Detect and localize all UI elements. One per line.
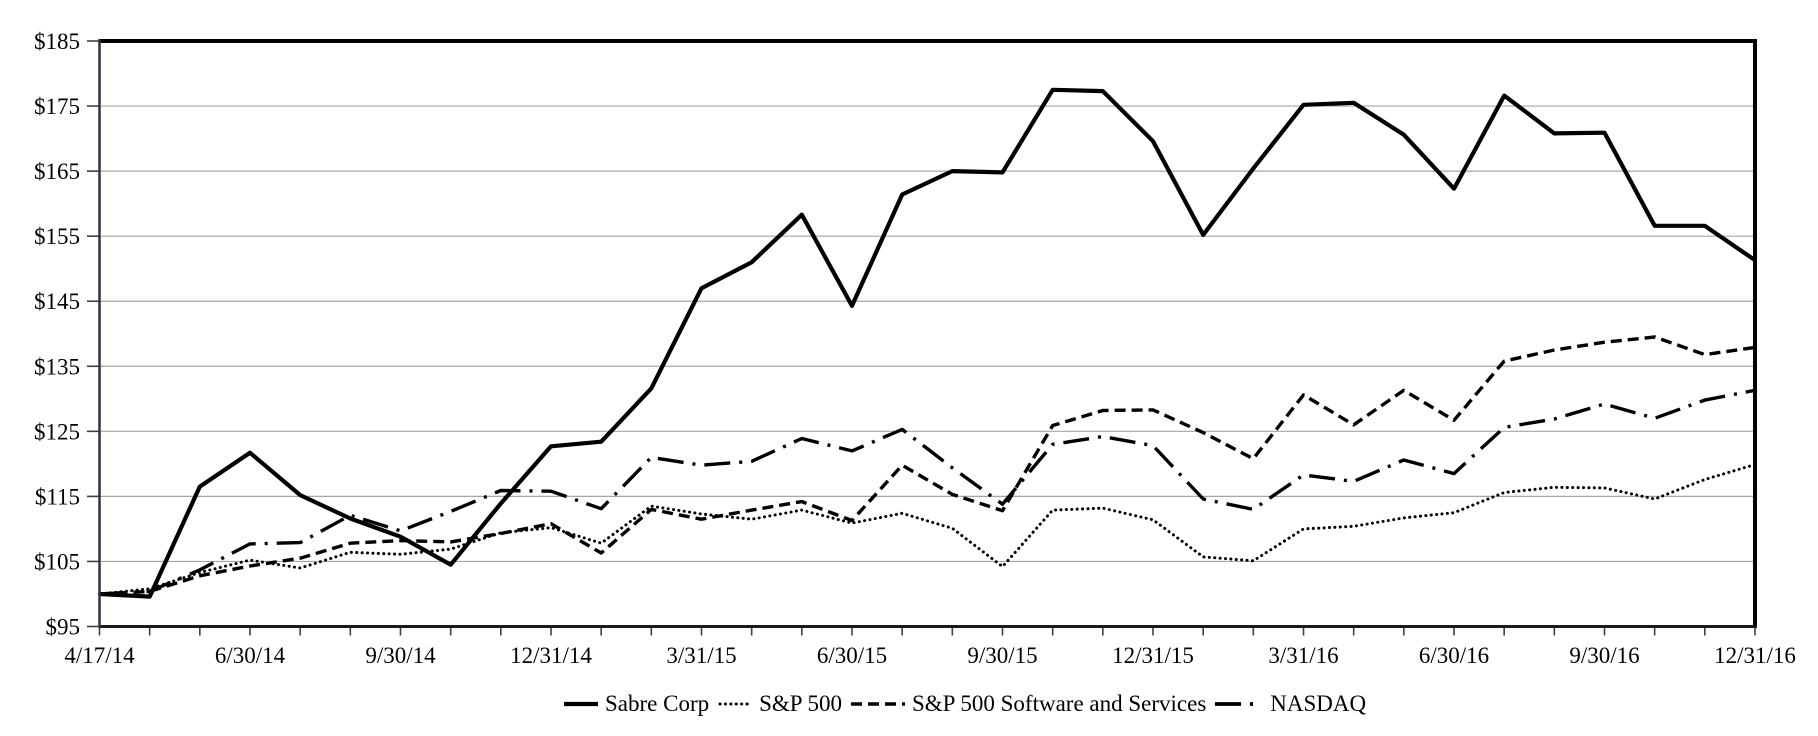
legend-item-nasdaq: NASDAQ xyxy=(1214,689,1374,719)
series-line-s-p-500 xyxy=(98,463,1757,596)
y-axis-label-165: $165 xyxy=(34,159,80,184)
y-axis-label-125: $125 xyxy=(34,419,80,444)
x-axis-label-9/30/16: 9/30/16 xyxy=(1569,643,1639,668)
y-axis-label-155: $155 xyxy=(34,224,80,249)
series-line-sabre-corp xyxy=(99,87,1757,599)
x-axis-label-3/31/15: 3/31/15 xyxy=(666,643,736,668)
y-axis-label-175: $175 xyxy=(34,94,80,119)
y-axis-label-115: $115 xyxy=(35,484,80,509)
x-axis-label-12/31/16: 12/31/16 xyxy=(1714,643,1796,668)
y-axis-label-185: $185 xyxy=(34,29,80,54)
x-axis-label-9/30/15: 9/30/15 xyxy=(967,643,1037,668)
legend-item-sp500-software-services: S&P 500 Software and Services xyxy=(850,689,1214,719)
x-axis-label-3/31/16: 3/31/16 xyxy=(1268,643,1338,668)
y-axis-label-145: $145 xyxy=(34,289,80,314)
chart-legend: Sabre Corp S&P 500 S&P 500 Software and … xyxy=(563,689,1374,719)
series-line-nasdaq xyxy=(99,388,1756,596)
x-axis-label-6/30/14: 6/30/14 xyxy=(215,643,286,668)
legend-item-sp500: S&P 500 xyxy=(717,689,850,719)
y-axis-label-135: $135 xyxy=(34,354,80,379)
x-axis-label-12/31/15: 12/31/15 xyxy=(1112,643,1194,668)
x-axis-label-4/17/14: 4/17/14 xyxy=(64,643,135,668)
legend-label-nasdaq: NASDAQ xyxy=(1270,691,1367,716)
legend-line-sample-dashdot xyxy=(1215,702,1258,706)
x-axis-label-6/30/15: 6/30/15 xyxy=(817,643,887,668)
legend-item-sabre-corp: Sabre Corp xyxy=(563,689,717,719)
series-line-s-p-500-software-and-services xyxy=(99,335,1756,596)
legend-line-sample-dotted xyxy=(718,702,754,706)
x-axis-label-9/30/14: 9/30/14 xyxy=(365,643,436,668)
legend-line-sample-solid xyxy=(564,701,598,707)
legend-label-sp500: S&P 500 xyxy=(759,691,842,716)
y-axis-label-105: $105 xyxy=(34,549,80,574)
legend-line-sample-dashed xyxy=(851,702,905,706)
legend-label-sabre-corp: Sabre Corp xyxy=(605,691,710,716)
x-axis-label-6/30/16: 6/30/16 xyxy=(1419,643,1489,668)
y-axis-label-95: $95 xyxy=(46,615,81,640)
legend-label-sp500-software-services: S&P 500 Software and Services xyxy=(912,691,1207,716)
x-axis-label-12/31/14: 12/31/14 xyxy=(510,643,592,668)
